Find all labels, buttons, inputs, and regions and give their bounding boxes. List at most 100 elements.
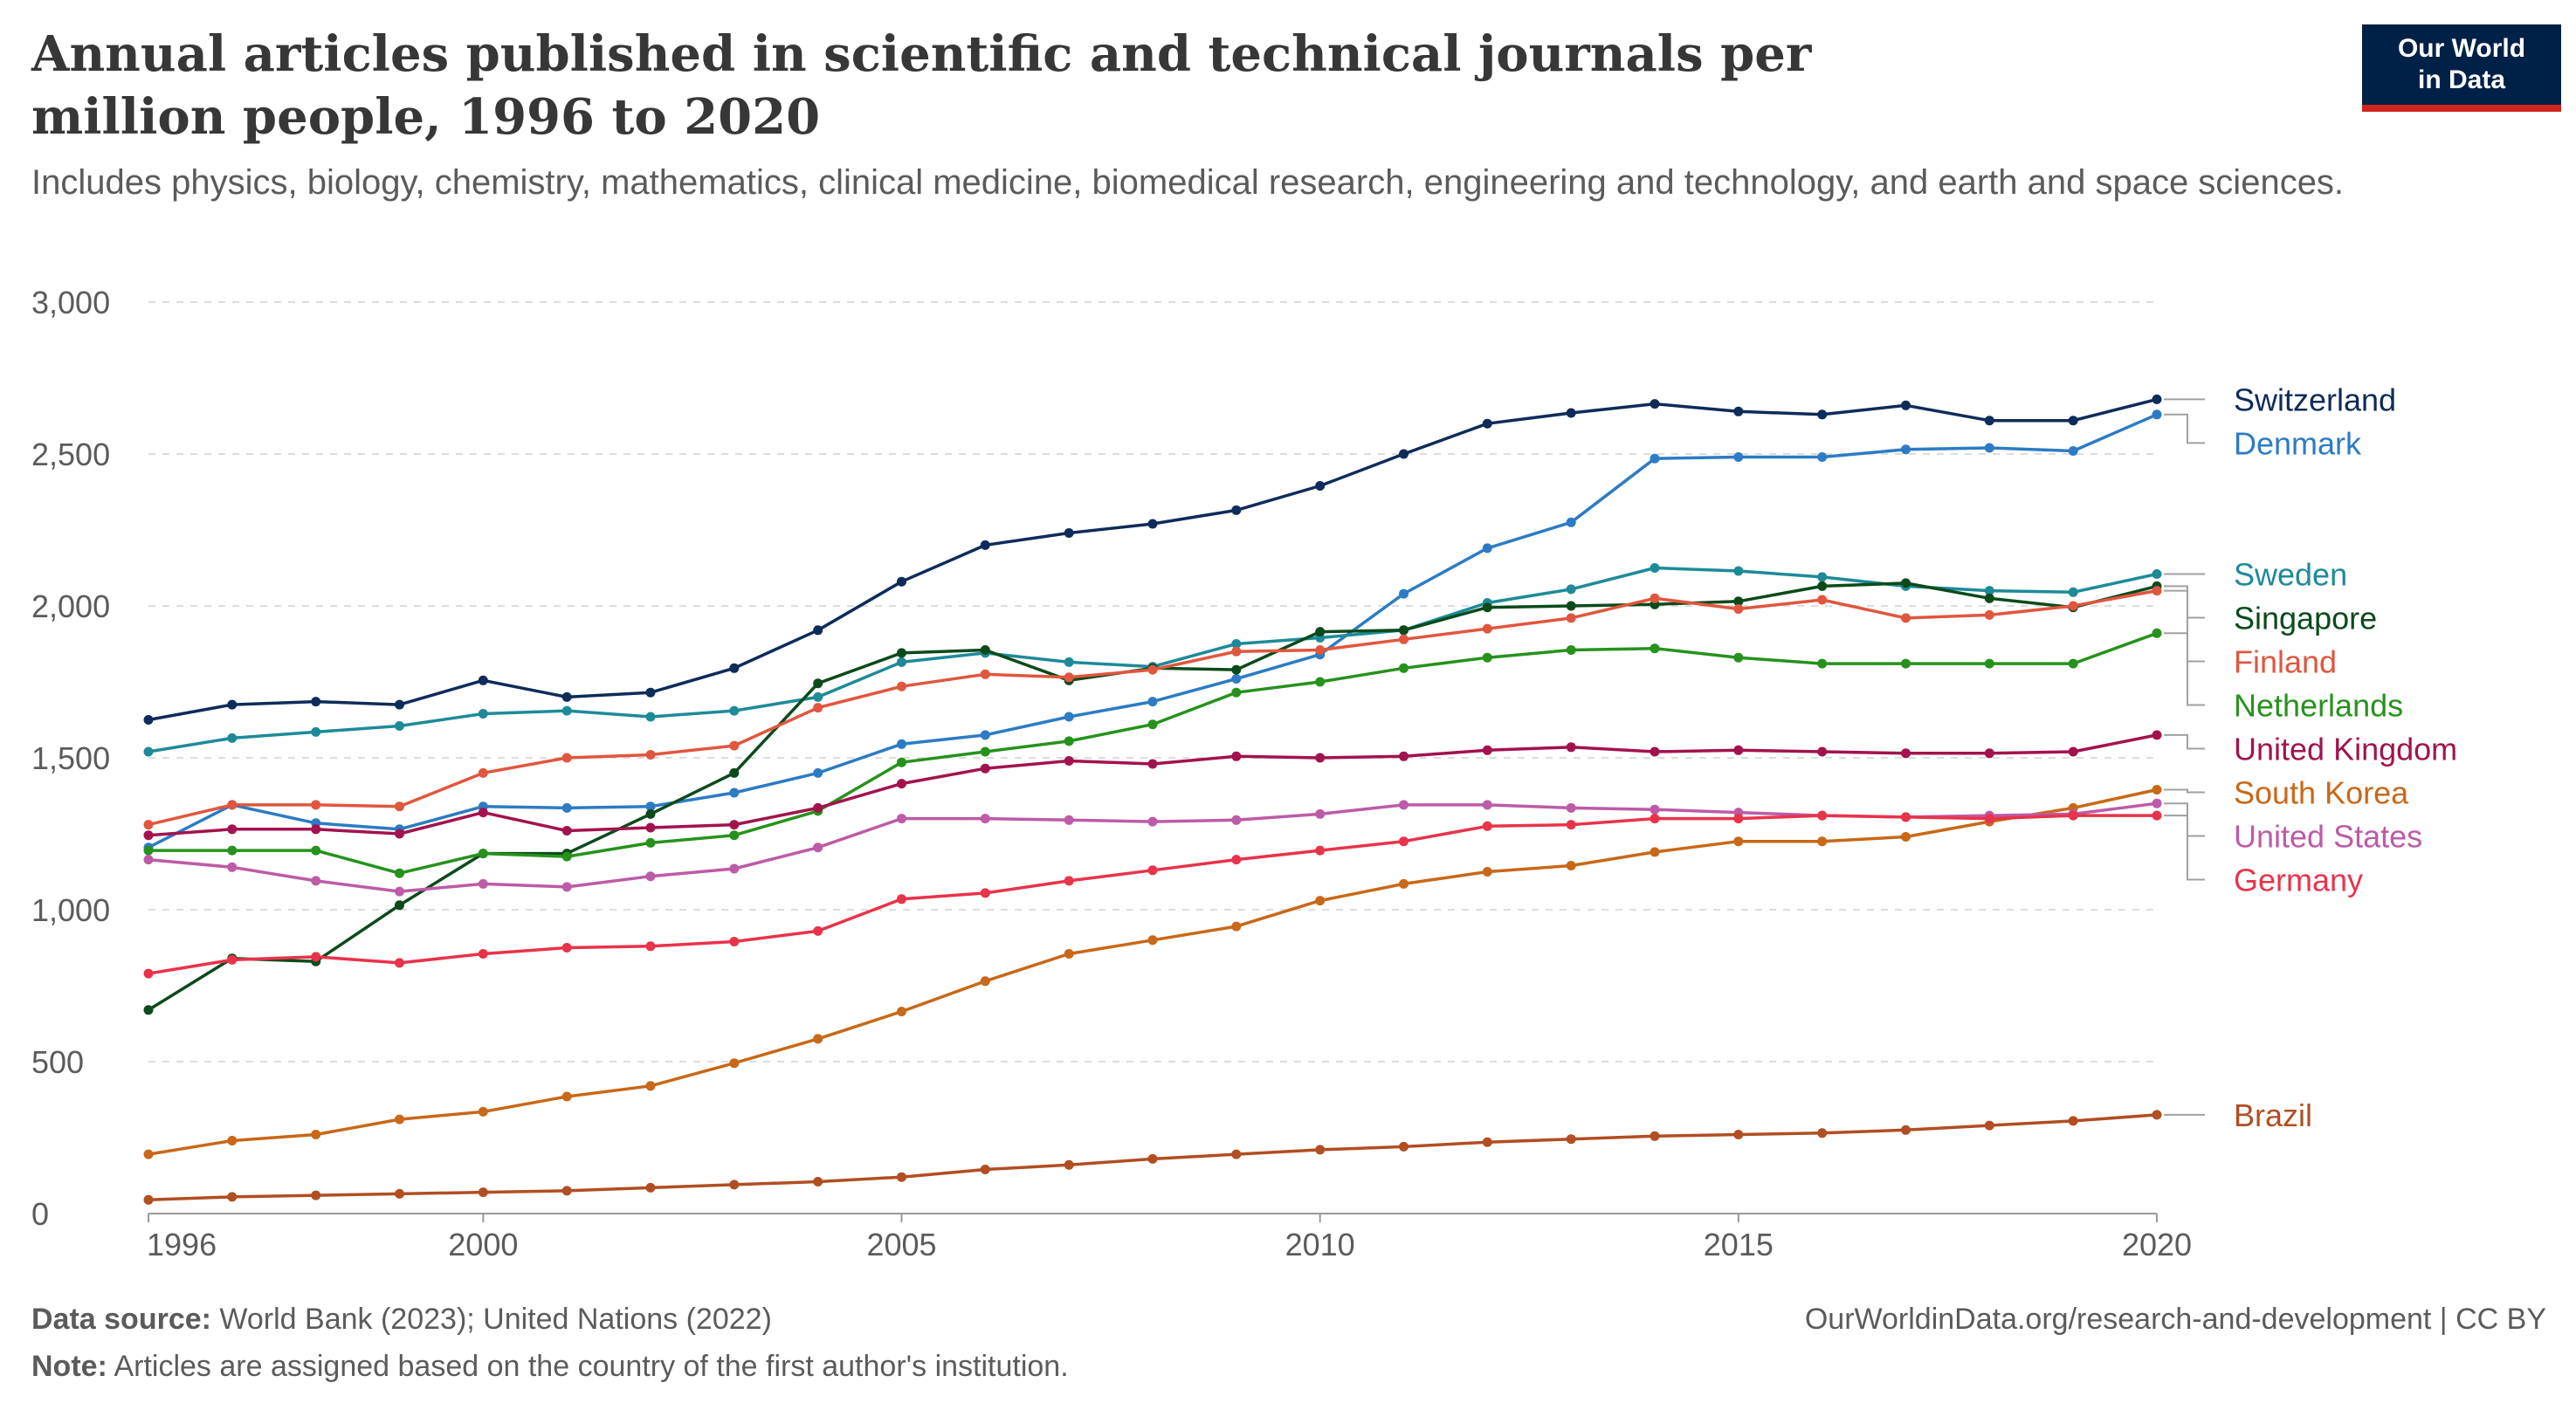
- x-tick-label: 2010: [1285, 1227, 1355, 1262]
- data-point: [1315, 1145, 1326, 1155]
- legend-connector: [2164, 815, 2205, 881]
- data-point: [2152, 569, 2162, 579]
- data-point: [1650, 453, 1660, 464]
- data-point: [1147, 697, 1158, 707]
- data-point: [1817, 836, 1828, 847]
- data-point: [1147, 664, 1158, 675]
- y-tick-label: 2,500: [31, 437, 110, 472]
- data-point: [2152, 409, 2162, 420]
- data-point: [2068, 658, 2078, 669]
- data-point: [2152, 628, 2162, 638]
- data-point: [143, 968, 154, 979]
- data-point: [2152, 730, 2162, 740]
- data-point: [1482, 867, 1492, 877]
- data-point: [1650, 746, 1660, 757]
- data-point: [1650, 593, 1660, 603]
- data-point: [2068, 810, 2078, 821]
- data-point: [1482, 418, 1492, 429]
- data-point: [1650, 643, 1660, 654]
- data-point: [729, 937, 740, 946]
- data-point: [1733, 745, 1744, 755]
- data-point: [395, 801, 404, 812]
- data-point: [1231, 646, 1242, 657]
- note-text: Articles are assigned based on the count…: [114, 1350, 1069, 1383]
- data-point: [1147, 1153, 1158, 1164]
- data-point: [1147, 816, 1158, 827]
- data-point: [1315, 808, 1326, 819]
- data-point: [1231, 855, 1242, 865]
- chart-note: Note: Articles are assigned based on the…: [31, 1350, 1069, 1384]
- data-point: [645, 837, 656, 848]
- data-point: [645, 801, 656, 812]
- data-point: [813, 691, 823, 702]
- data-point: [1064, 756, 1074, 766]
- data-point: [143, 820, 154, 830]
- axis-layer: 0 500 1,000 1,500 2,000 2,500 3,000 1996 2000 200…: [31, 285, 2192, 1262]
- data-point: [1650, 804, 1660, 815]
- data-point: [478, 1106, 488, 1117]
- source-url[interactable]: OurWorldinData.org/research-and-developm…: [1804, 1303, 2546, 1336]
- data-point: [2068, 416, 2078, 426]
- y-tick-label: 1,000: [31, 892, 110, 928]
- data-point: [1984, 593, 1994, 603]
- data-point: [729, 663, 740, 673]
- data-point: [311, 1190, 321, 1200]
- legend-connector: [2164, 733, 2205, 750]
- data-point: [1901, 613, 1911, 623]
- data-point: [980, 669, 990, 679]
- data-point: [980, 814, 990, 824]
- data-point: [1901, 400, 1911, 410]
- data-point: [1817, 595, 1828, 605]
- data-point: [813, 767, 823, 778]
- data-point: [1482, 745, 1492, 755]
- data-point: [1901, 444, 1911, 455]
- data-point: [1817, 572, 1828, 582]
- data-point: [645, 1182, 656, 1193]
- legend-label: United Kingdom: [2234, 731, 2457, 767]
- data-point: [1315, 677, 1326, 687]
- data-point: [645, 712, 656, 722]
- data-point: [1064, 528, 1074, 538]
- data-point: [561, 943, 572, 953]
- data-point: [143, 1005, 154, 1015]
- data-point: [1817, 746, 1828, 757]
- data-point: [311, 952, 321, 962]
- data-point: [1147, 935, 1158, 946]
- data-point: [2068, 587, 2078, 597]
- data-point: [395, 829, 404, 839]
- data-point: [1231, 687, 1242, 698]
- data-point: [1231, 1149, 1242, 1159]
- data-point: [1984, 748, 1994, 759]
- data-point: [897, 657, 906, 667]
- data-point: [1482, 821, 1492, 831]
- data-point: [645, 687, 656, 698]
- data-point: [1147, 519, 1158, 529]
- data-point: [2068, 746, 2078, 757]
- data-point: [1733, 1130, 1744, 1139]
- owid-logo[interactable]: Our World in Data: [2362, 24, 2561, 112]
- data-point: [1482, 602, 1492, 613]
- data-point: [143, 830, 154, 841]
- data-point: [645, 941, 656, 952]
- data-point: [813, 843, 823, 853]
- data-point: [1064, 736, 1074, 746]
- data-point: [1147, 865, 1158, 876]
- data-point: [561, 851, 572, 862]
- data-point: [311, 697, 321, 707]
- data-point: [813, 802, 823, 813]
- data-point: [729, 705, 740, 716]
- data-point: [1482, 652, 1492, 663]
- data-point: [2068, 446, 2078, 456]
- data-point: [980, 1165, 990, 1174]
- data-point: [227, 1192, 238, 1202]
- data-point: [143, 855, 154, 865]
- data-point: [2068, 601, 2078, 611]
- data-point: [227, 824, 238, 835]
- data-point: [311, 800, 321, 810]
- data-point: [1650, 1131, 1660, 1141]
- data-point: [1733, 406, 1744, 416]
- data-point: [143, 746, 154, 757]
- data-point: [1566, 601, 1576, 611]
- data-point: [2152, 798, 2162, 808]
